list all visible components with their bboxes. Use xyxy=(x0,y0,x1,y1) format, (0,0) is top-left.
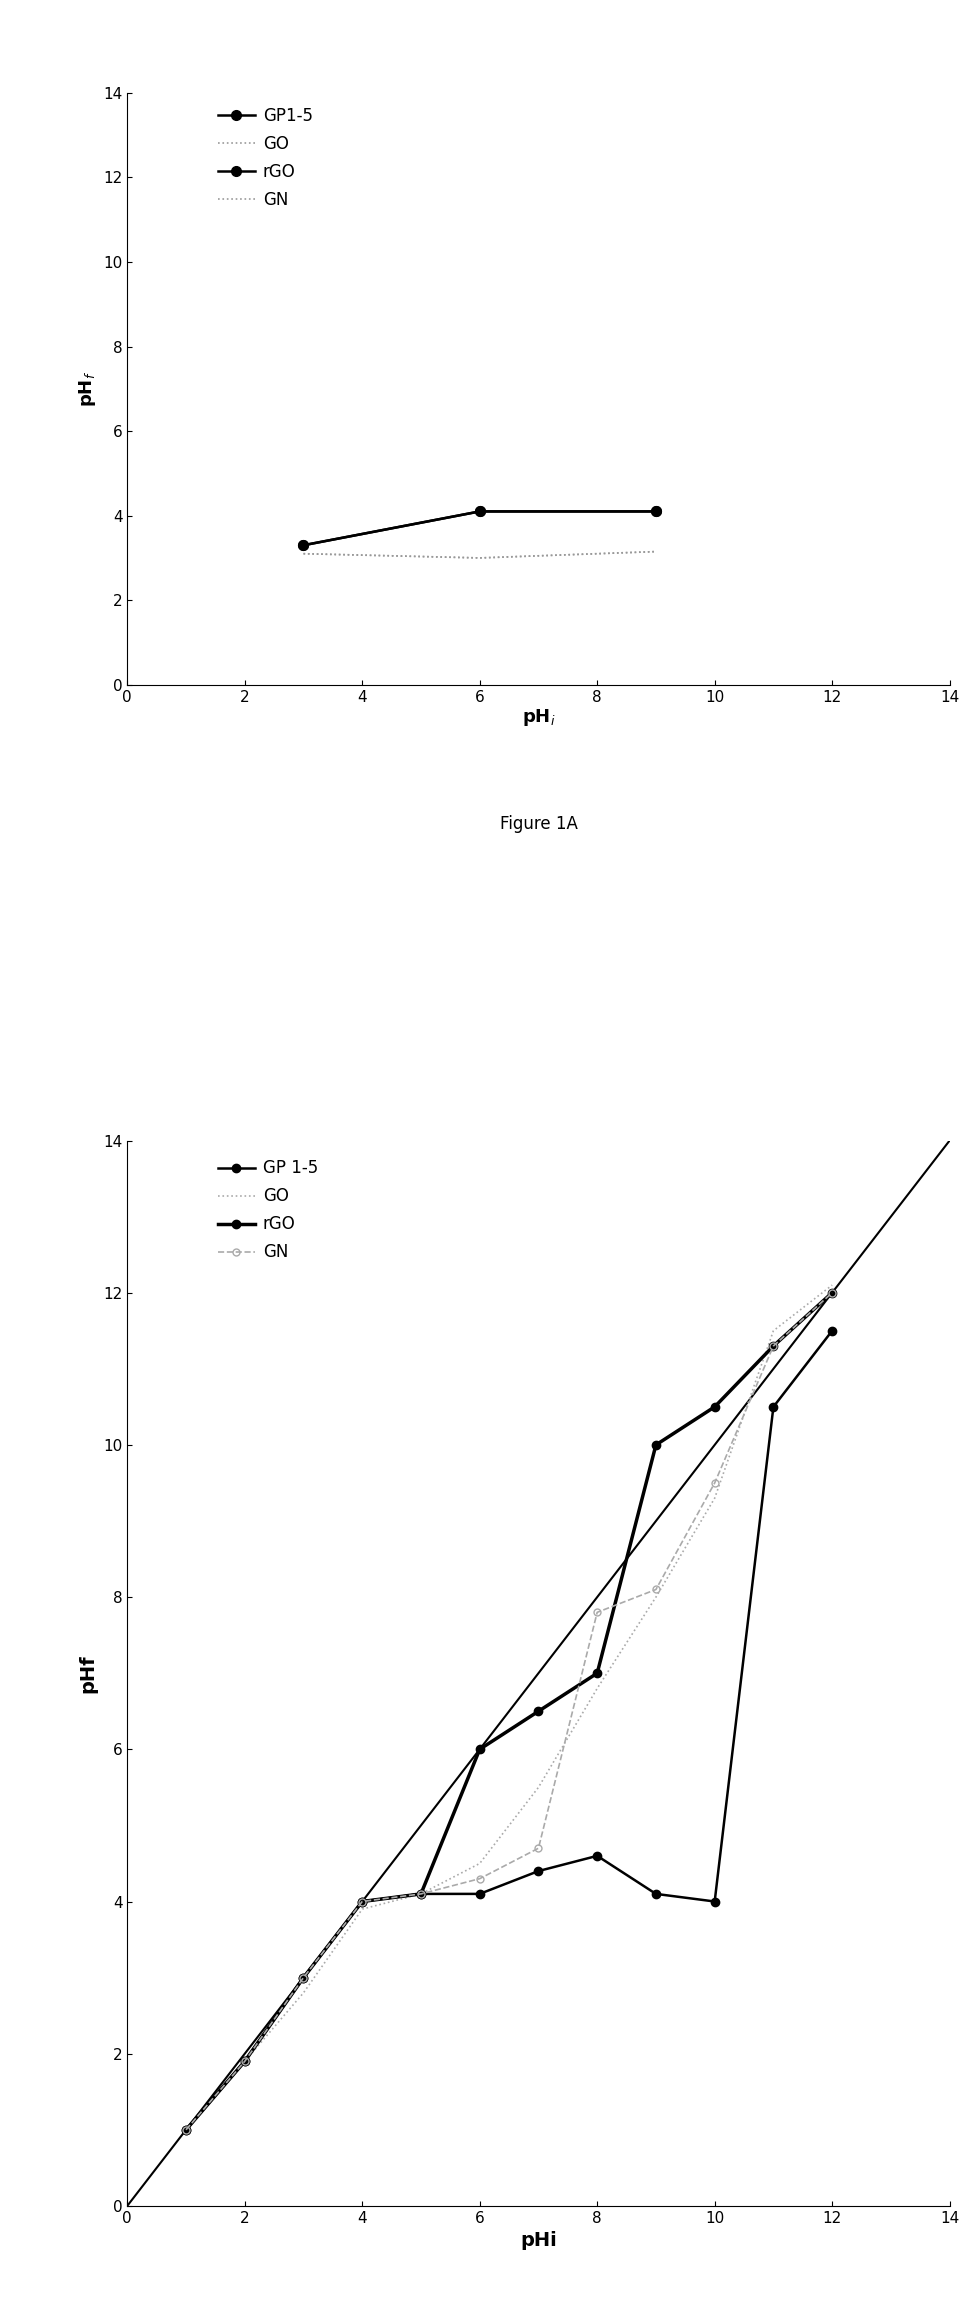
GP 1-5 xyxy=(649,1881,661,1909)
Title: Figure 1A: Figure 1A xyxy=(499,815,577,834)
GO xyxy=(356,1895,368,1923)
GO xyxy=(239,2048,250,2076)
GP 1-5 xyxy=(767,1393,778,1421)
rGO xyxy=(767,1333,778,1361)
GN xyxy=(239,2048,250,2076)
Line: rGO: rGO xyxy=(298,506,660,550)
GN xyxy=(708,1470,720,1498)
GP 1-5 xyxy=(415,1881,426,1909)
GO xyxy=(532,1774,544,1802)
rGO xyxy=(825,1279,837,1307)
GP 1-5 xyxy=(473,1881,485,1909)
rGO xyxy=(473,497,485,525)
X-axis label: pHi: pHi xyxy=(519,2231,556,2250)
GP1-5 xyxy=(297,532,309,560)
GN xyxy=(767,1333,778,1361)
rGO xyxy=(180,2115,192,2143)
GP 1-5 xyxy=(532,1858,544,1885)
rGO xyxy=(415,1881,426,1909)
GO xyxy=(297,539,309,567)
Line: GP 1-5: GP 1-5 xyxy=(182,1326,835,2134)
GN xyxy=(473,543,485,571)
GO xyxy=(649,1584,661,1611)
Line: GO: GO xyxy=(186,1284,831,2129)
GN xyxy=(297,1964,309,1992)
GN xyxy=(473,1865,485,1892)
GO xyxy=(708,1484,720,1512)
Legend: GP1-5, GO, rGO, GN: GP1-5, GO, rGO, GN xyxy=(218,107,313,209)
rGO xyxy=(708,1393,720,1421)
GN xyxy=(180,2115,192,2143)
GP 1-5 xyxy=(239,2048,250,2076)
Y-axis label: pH$_f$: pH$_f$ xyxy=(76,372,98,406)
rGO xyxy=(591,1660,602,1688)
GO xyxy=(649,539,661,567)
rGO xyxy=(297,1964,309,1992)
GN xyxy=(649,539,661,567)
GP 1-5 xyxy=(356,1888,368,1916)
GN xyxy=(356,1888,368,1916)
Y-axis label: pHf: pHf xyxy=(78,1653,98,1693)
GO xyxy=(767,1317,778,1344)
Line: GN: GN xyxy=(303,553,655,557)
rGO xyxy=(356,1888,368,1916)
X-axis label: pH$_i$: pH$_i$ xyxy=(521,708,555,729)
rGO xyxy=(649,1430,661,1458)
rGO xyxy=(649,497,661,525)
GO xyxy=(825,1270,837,1298)
rGO xyxy=(473,1735,485,1762)
rGO xyxy=(297,532,309,560)
GO xyxy=(415,1881,426,1909)
GN xyxy=(591,1598,602,1625)
GP 1-5 xyxy=(591,1841,602,1869)
Line: rGO: rGO xyxy=(182,1289,835,2134)
Line: GO: GO xyxy=(303,553,655,557)
GO xyxy=(473,543,485,571)
GP1-5 xyxy=(473,497,485,525)
Line: GN: GN xyxy=(182,1289,835,2134)
rGO xyxy=(239,2048,250,2076)
GP 1-5 xyxy=(297,1964,309,1992)
GO xyxy=(297,1978,309,2006)
GP 1-5 xyxy=(825,1317,837,1344)
GO xyxy=(180,2115,192,2143)
GN xyxy=(825,1279,837,1307)
GP 1-5 xyxy=(708,1888,720,1916)
GP 1-5 xyxy=(180,2115,192,2143)
GN xyxy=(649,1577,661,1605)
GN xyxy=(297,539,309,567)
GO xyxy=(591,1674,602,1702)
GN xyxy=(415,1881,426,1909)
GN xyxy=(532,1834,544,1862)
Legend: GP 1-5, GO, rGO, GN: GP 1-5, GO, rGO, GN xyxy=(218,1159,318,1261)
rGO xyxy=(532,1697,544,1725)
Line: GP1-5: GP1-5 xyxy=(298,506,660,550)
GP1-5 xyxy=(649,497,661,525)
GO xyxy=(473,1851,485,1878)
